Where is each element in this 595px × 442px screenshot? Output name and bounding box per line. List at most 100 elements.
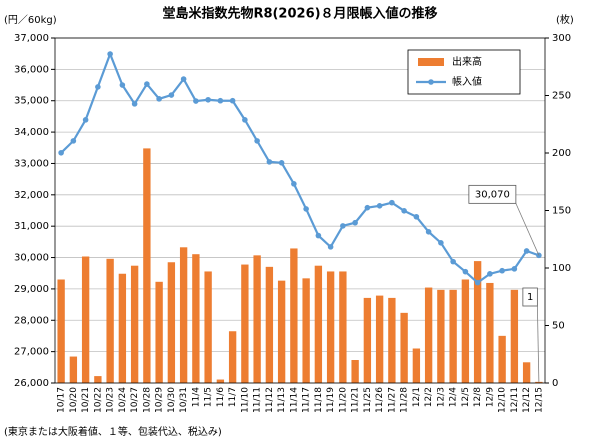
bar — [400, 312, 408, 383]
line-marker — [278, 160, 285, 166]
bar — [486, 282, 494, 383]
x-tick-label: 12/8 — [473, 387, 483, 407]
chart-title: 堂島米指数先物R8(2026)８月限帳入値の推移 — [162, 6, 437, 22]
x-tick-label: 11/19 — [326, 387, 336, 413]
y-tick-label: 36,000 — [14, 64, 49, 75]
line-marker — [291, 181, 297, 187]
line-marker — [352, 219, 358, 226]
y2-tick-label: 50 — [552, 321, 565, 332]
y-tick-label: 29,000 — [14, 284, 49, 295]
value-label: 1 — [527, 292, 533, 303]
bar — [535, 381, 543, 383]
legend-box — [407, 49, 521, 95]
callout-line — [536, 305, 540, 382]
line-marker — [119, 82, 126, 88]
callout-line — [515, 203, 540, 256]
bar — [204, 271, 212, 383]
callout-box — [468, 184, 517, 204]
x-tick-label: 11/12 — [265, 387, 275, 413]
x-tick-label: 10/29 — [155, 387, 165, 413]
y2-tick-label: 100 — [552, 263, 571, 274]
line-marker — [315, 232, 322, 239]
line-marker — [217, 97, 224, 104]
plot-frame — [54, 37, 546, 384]
line-marker — [376, 202, 383, 209]
line-marker — [242, 117, 248, 123]
y-tick-label: 34,000 — [14, 127, 49, 138]
x-tick-label: 10/31 — [179, 387, 189, 413]
bar — [363, 297, 372, 383]
bar — [424, 287, 433, 383]
bar — [69, 356, 78, 383]
y-tick-label: 27,000 — [14, 347, 49, 358]
x-tick-label: 11/14 — [289, 387, 299, 413]
y2-tick-label: 300 — [552, 33, 571, 44]
line-marker — [364, 204, 371, 211]
y-tick-label: 35,000 — [14, 96, 49, 107]
bar — [449, 289, 457, 383]
line-marker — [266, 159, 273, 165]
x-tick-label: 10/28 — [142, 387, 152, 413]
y-tick-label: 28,000 — [14, 315, 49, 326]
x-tick-label: 11/21 — [351, 387, 361, 413]
legend-swatch-marker — [428, 79, 434, 85]
legend-label: 出来高 — [452, 55, 482, 68]
x-tick-label: 11/18 — [314, 387, 324, 413]
line-marker — [131, 101, 138, 107]
bar — [241, 264, 249, 383]
y2-tick-label: 200 — [552, 148, 571, 159]
bar — [498, 335, 506, 383]
line-marker — [425, 229, 432, 235]
line — [60, 50, 540, 285]
x-tick-label: 11/6 — [216, 387, 226, 407]
legend-swatch — [418, 58, 444, 66]
bar — [388, 297, 396, 383]
line-marker — [462, 268, 469, 275]
bar — [473, 261, 482, 383]
line-marker — [499, 267, 505, 274]
x-tick-label: 12/15 — [534, 387, 544, 413]
x-tick-label: 12/5 — [461, 387, 471, 407]
x-tick-label: 12/2 — [424, 387, 434, 407]
x-tick-label: 11/17 — [302, 387, 312, 413]
line-marker — [303, 206, 309, 212]
bar — [290, 248, 298, 383]
x-tick-label: 11/20 — [338, 387, 348, 413]
x-tick-label: 10/17 — [57, 387, 67, 413]
bar — [265, 266, 274, 383]
x-tick-label: 11/13 — [277, 387, 287, 413]
y-tick-label: 33,000 — [14, 158, 49, 169]
y-tick-label: 31,000 — [14, 221, 49, 232]
y-axis-label: (円／60kg) — [4, 14, 57, 26]
bar — [326, 271, 335, 383]
bar — [412, 348, 421, 383]
bar — [437, 289, 445, 383]
line-marker — [168, 92, 175, 98]
line-marker — [254, 138, 260, 144]
bar — [510, 289, 519, 383]
bar — [375, 295, 384, 383]
bar — [216, 379, 225, 383]
bar — [192, 254, 200, 383]
bar — [314, 265, 323, 383]
line-marker — [450, 258, 456, 265]
y-tick-label: 32,000 — [14, 190, 49, 201]
x-tick-label: 11/4 — [191, 387, 201, 407]
x-tick-label: 11/27 — [387, 387, 397, 413]
line-marker — [82, 117, 89, 123]
line-marker — [70, 138, 77, 144]
bar — [179, 247, 188, 383]
bar — [106, 258, 114, 383]
line-marker — [511, 266, 518, 272]
bar — [253, 255, 261, 383]
x-tick-label: 12/4 — [449, 387, 459, 407]
x-tick-label: 10/23 — [106, 387, 116, 413]
y2-axis-label: (枚) — [556, 13, 574, 26]
x-tick-label: 12/12 — [522, 387, 532, 413]
y-tick-label: 30,000 — [14, 253, 49, 264]
y2-tick-label: 150 — [552, 206, 571, 217]
line-marker — [487, 271, 493, 277]
bar — [118, 273, 127, 383]
x-tick-label: 11/11 — [253, 387, 263, 413]
